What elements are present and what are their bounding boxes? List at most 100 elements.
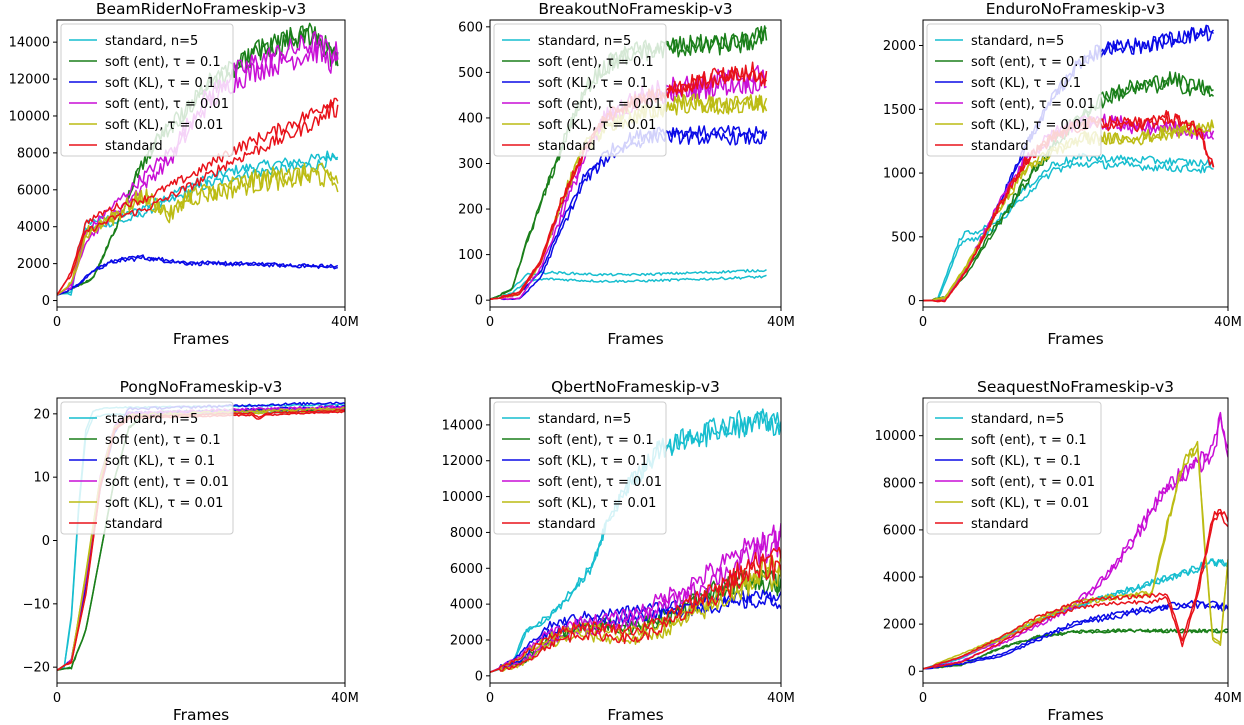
series-line-6-run-1 bbox=[923, 511, 1228, 670]
series-line-6-run-2 bbox=[57, 102, 339, 296]
x-tick-label: 0 bbox=[919, 315, 927, 330]
x-tick-label: 40M bbox=[331, 691, 359, 706]
legend-label: soft (KL), τ = 0.1 bbox=[538, 454, 648, 469]
legend-label: soft (ent), τ = 0.01 bbox=[105, 475, 229, 490]
y-tick-label: −10 bbox=[23, 597, 50, 612]
series-group bbox=[57, 22, 339, 296]
series-line-5-run-1 bbox=[490, 552, 781, 673]
y-tick-label: 10000 bbox=[875, 429, 916, 444]
x-tick-label: 40M bbox=[767, 691, 795, 706]
y-tick-label: 4000 bbox=[17, 220, 50, 235]
series-line-5-run-2 bbox=[490, 563, 781, 673]
y-tick-label: 8000 bbox=[450, 526, 483, 541]
legend-box bbox=[493, 401, 667, 535]
x-tick-label: 40M bbox=[1214, 315, 1242, 330]
series-group bbox=[923, 411, 1228, 670]
y-tick-label: 6000 bbox=[17, 183, 50, 198]
y-tick-label: 0 bbox=[42, 294, 50, 309]
series-line-1-run-1 bbox=[490, 274, 767, 300]
x-axis-label: Frames bbox=[607, 706, 663, 724]
x-tick-label: 0 bbox=[919, 691, 927, 706]
series-line-3-run-2 bbox=[57, 255, 339, 296]
series-line-3-run-1 bbox=[923, 599, 1228, 670]
y-tick-label: 1500 bbox=[883, 103, 916, 118]
x-tick-label: 40M bbox=[1214, 691, 1242, 706]
subplot-5: 0 2000 4000 6000 8000 10000 12000 14000 0 40M Qber… bbox=[442, 378, 795, 724]
y-tick-label: 500 bbox=[458, 66, 483, 81]
legend-label: soft (ent), τ = 0.1 bbox=[971, 433, 1087, 448]
legend: standard, n=5 soft (ent), τ = 0.1 soft (KL… bbox=[60, 23, 234, 157]
axes-frame bbox=[922, 397, 1229, 684]
y-tick-label: 600 bbox=[458, 20, 483, 35]
legend-box bbox=[926, 401, 1102, 535]
x-axis-label: Frames bbox=[1047, 706, 1103, 724]
legend-box bbox=[493, 23, 667, 157]
y-tick-label: 0 bbox=[42, 534, 50, 549]
y-tick-label: 0 bbox=[475, 294, 483, 309]
y-tick-label: 6000 bbox=[450, 562, 483, 577]
x-tick-label: 0 bbox=[486, 691, 494, 706]
y-tick-label: 200 bbox=[458, 203, 483, 218]
chart-title: SeaquestNoFrameskip-v3 bbox=[977, 378, 1174, 396]
y-tick-label: 4000 bbox=[883, 571, 916, 586]
x-axis-label: Frames bbox=[607, 330, 663, 348]
legend: standard, n=5 soft (ent), τ = 0.1 soft (KL… bbox=[493, 401, 667, 535]
legend-label: soft (ent), τ = 0.01 bbox=[538, 97, 662, 112]
y-tick-label: 10 bbox=[33, 471, 50, 486]
legend: standard, n=5 soft (ent), τ = 0.1 soft (KL… bbox=[493, 23, 667, 157]
x-tick-label: 0 bbox=[53, 691, 61, 706]
y-tick-label: 12000 bbox=[9, 73, 50, 88]
chart-title: EnduroNoFrameskip-v3 bbox=[986, 0, 1166, 18]
series-line-3-run-1 bbox=[57, 254, 339, 296]
y-tick-label: 1000 bbox=[883, 167, 916, 182]
subplot-1: 0 2000 4000 6000 8000 10000 12000 14000 0 40M Beam… bbox=[9, 0, 359, 348]
legend-label: soft (ent), τ = 0.1 bbox=[538, 55, 654, 70]
x-tick-label: 40M bbox=[767, 315, 795, 330]
legend-label: soft (KL), τ = 0.01 bbox=[105, 118, 223, 133]
y-tick-label: 10000 bbox=[442, 490, 483, 505]
series-line-6-run-2 bbox=[490, 546, 781, 673]
legend-label: standard, n=5 bbox=[538, 412, 631, 427]
y-tick-label: 0 bbox=[908, 665, 916, 680]
legend-label: standard, n=5 bbox=[971, 34, 1064, 49]
series-line-6-run-1 bbox=[57, 97, 339, 296]
legend-label: soft (KL), τ = 0.1 bbox=[105, 454, 215, 469]
axes-frame bbox=[922, 19, 1229, 308]
legend-label: standard, n=5 bbox=[105, 34, 198, 49]
legend-label: soft (ent), τ = 0.1 bbox=[105, 433, 221, 448]
legend-label: soft (ent), τ = 0.01 bbox=[538, 475, 662, 490]
y-tick-label: 0 bbox=[475, 669, 483, 684]
axes-frame bbox=[56, 19, 346, 308]
series-line-1-run-2 bbox=[923, 152, 1215, 302]
legend-box bbox=[60, 401, 234, 535]
legend-label: soft (KL), τ = 0.01 bbox=[971, 118, 1089, 133]
x-axis-label: Frames bbox=[1047, 330, 1103, 348]
y-tick-label: 12000 bbox=[442, 454, 483, 469]
y-tick-label: 2000 bbox=[883, 39, 916, 54]
subplot-6: 0 2000 4000 6000 8000 10000 0 40M SeaquestNoFram… bbox=[875, 378, 1242, 724]
y-tick-label: 14000 bbox=[9, 36, 50, 51]
legend-label: soft (ent), τ = 0.1 bbox=[971, 55, 1087, 70]
legend-label: standard bbox=[105, 139, 163, 154]
y-tick-label: 2000 bbox=[17, 257, 50, 272]
legend-label: soft (KL), τ = 0.1 bbox=[971, 76, 1081, 91]
legend: standard, n=5 soft (ent), τ = 0.1 soft (KL… bbox=[926, 23, 1102, 157]
y-tick-label: 8000 bbox=[883, 476, 916, 491]
legend-label: soft (ent), τ = 0.01 bbox=[971, 97, 1095, 112]
chart-title: BreakoutNoFrameskip-v3 bbox=[538, 0, 732, 18]
series-group bbox=[490, 408, 781, 673]
legend-box bbox=[926, 23, 1102, 157]
legend-label: standard bbox=[971, 517, 1029, 532]
legend-box bbox=[60, 23, 234, 157]
series-line-6-run-2 bbox=[923, 508, 1228, 670]
legend: standard, n=5 soft (ent), τ = 0.1 soft (KL… bbox=[926, 401, 1102, 535]
legend-label: standard bbox=[538, 139, 596, 154]
legend-label: standard bbox=[971, 139, 1029, 154]
y-tick-label: 2000 bbox=[450, 633, 483, 648]
y-tick-label: 300 bbox=[458, 157, 483, 172]
y-tick-label: 14000 bbox=[442, 418, 483, 433]
legend-label: soft (KL), τ = 0.1 bbox=[971, 454, 1081, 469]
legend-label: soft (KL), τ = 0.01 bbox=[971, 496, 1089, 511]
series-line-3-run-2 bbox=[923, 601, 1228, 670]
